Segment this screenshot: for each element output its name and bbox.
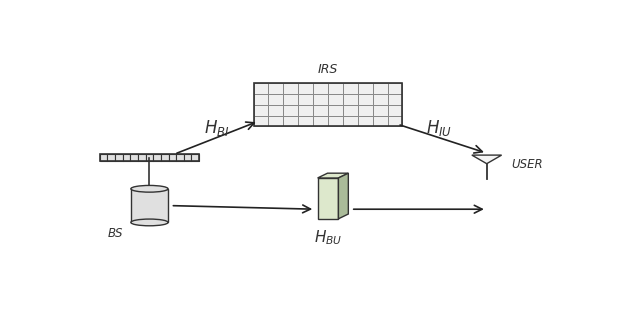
Bar	[298, 83, 313, 94]
Bar	[358, 83, 372, 94]
Bar	[358, 115, 372, 126]
Bar	[328, 94, 343, 105]
Bar	[100, 154, 199, 161]
Bar	[123, 154, 131, 161]
Bar	[269, 105, 284, 115]
Bar	[269, 94, 284, 105]
Bar	[343, 115, 358, 126]
Bar	[388, 115, 403, 126]
Bar	[284, 83, 298, 94]
Text: IRS: IRS	[318, 63, 338, 76]
Bar	[176, 154, 184, 161]
Bar	[191, 154, 199, 161]
Bar	[358, 94, 372, 105]
Polygon shape	[317, 173, 348, 178]
Polygon shape	[472, 155, 502, 164]
Bar	[269, 115, 284, 126]
Bar	[298, 94, 313, 105]
Bar	[138, 154, 146, 161]
Bar	[253, 105, 269, 115]
Bar	[108, 154, 115, 161]
Bar	[284, 105, 298, 115]
Bar	[372, 83, 388, 94]
Bar	[115, 154, 123, 161]
Bar	[100, 154, 108, 161]
Bar	[328, 115, 343, 126]
Text: BS: BS	[108, 227, 124, 240]
Bar	[131, 189, 168, 222]
Bar	[358, 105, 372, 115]
Bar	[388, 83, 403, 94]
Bar	[313, 105, 328, 115]
Bar	[253, 94, 269, 105]
Text: $H_{IU}$: $H_{IU}$	[426, 118, 452, 138]
Bar	[313, 83, 328, 94]
Text: $H_{BI}$: $H_{BI}$	[204, 118, 229, 138]
Bar	[284, 115, 298, 126]
Bar	[372, 115, 388, 126]
Bar	[343, 105, 358, 115]
Bar	[388, 94, 403, 105]
Bar	[161, 154, 168, 161]
Bar	[253, 83, 403, 126]
Bar	[184, 154, 191, 161]
Bar	[284, 94, 298, 105]
Bar	[298, 115, 313, 126]
Bar	[372, 94, 388, 105]
Bar	[343, 83, 358, 94]
Bar	[313, 94, 328, 105]
Bar	[253, 115, 269, 126]
Bar	[372, 105, 388, 115]
Bar	[298, 105, 313, 115]
Bar	[253, 83, 269, 94]
Bar	[131, 154, 138, 161]
Text: USER: USER	[511, 158, 543, 171]
Bar	[168, 154, 176, 161]
Ellipse shape	[131, 219, 168, 226]
Bar	[388, 105, 403, 115]
Bar	[313, 115, 328, 126]
Bar	[317, 178, 339, 219]
Text: $H_{BU}$: $H_{BU}$	[314, 228, 342, 247]
Bar	[269, 83, 284, 94]
Bar	[153, 154, 161, 161]
Bar	[146, 154, 153, 161]
Ellipse shape	[131, 185, 168, 192]
Bar	[328, 83, 343, 94]
Bar	[343, 94, 358, 105]
Bar	[328, 105, 343, 115]
Polygon shape	[339, 173, 348, 219]
